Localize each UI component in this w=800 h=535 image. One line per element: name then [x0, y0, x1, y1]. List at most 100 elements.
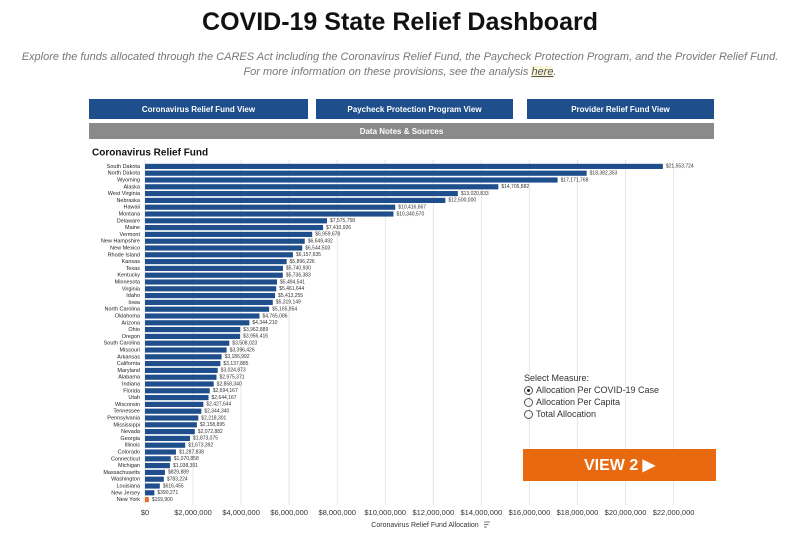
- page-title: COVID-19 State Relief Dashboard: [202, 8, 598, 36]
- measure-option[interactable]: Allocation Per Capita: [524, 397, 659, 407]
- measure-option[interactable]: Allocation Per COVID-19 Case: [524, 385, 659, 395]
- value-label: $14,705,882: [501, 184, 529, 190]
- bar: [145, 401, 204, 407]
- value-label: $5,461,644: [279, 286, 304, 292]
- bar: [145, 354, 222, 360]
- category-label: Delaware: [117, 218, 140, 224]
- bar: [145, 299, 273, 305]
- value-label: $7,575,758: [330, 218, 355, 224]
- nav-button[interactable]: Paycheck Protection Program View: [316, 99, 513, 119]
- analysis-link[interactable]: here: [531, 66, 554, 78]
- x-tick-label: $4,000,000: [222, 508, 260, 517]
- bar: [145, 483, 160, 489]
- bar: [145, 272, 283, 278]
- bar: [145, 204, 396, 210]
- value-label: $2,644,167: [212, 395, 237, 401]
- option-label: Allocation Per Capita: [536, 397, 621, 407]
- value-label: $5,740,930: [286, 266, 311, 272]
- category-label: Ohio: [128, 327, 140, 333]
- category-label: Arizona: [121, 320, 141, 326]
- category-label: Nebraska: [116, 198, 140, 204]
- value-label: $3,508,023: [232, 341, 257, 347]
- value-label: $10,340,570: [396, 211, 424, 217]
- x-tick-label: $18,000,000: [557, 508, 599, 517]
- value-label: $5,494,541: [280, 279, 305, 285]
- bar: [145, 259, 287, 265]
- bar: [145, 333, 241, 339]
- bar: [145, 293, 276, 299]
- view-button[interactable]: VIEW 2 ▶: [523, 449, 716, 481]
- category-label: Oklahoma: [115, 313, 141, 319]
- category-label: Michigan: [118, 463, 140, 469]
- category-label: Minnesota: [115, 279, 141, 285]
- bar: [145, 456, 171, 462]
- bar: [145, 422, 197, 428]
- category-label: Washington: [111, 477, 140, 483]
- bar: [145, 286, 277, 292]
- value-label: $390,271: [157, 490, 178, 496]
- value-label: $159,900: [152, 497, 173, 503]
- x-tick-label: $0: [141, 508, 149, 517]
- category-label: Vermont: [120, 232, 141, 238]
- value-label: $5,413,255: [278, 293, 303, 299]
- value-label: $5,736,383: [286, 273, 311, 279]
- category-label: South Dakota: [107, 164, 141, 170]
- category-label: Idaho: [126, 293, 140, 299]
- notes-button[interactable]: Data Notes & Sources: [89, 123, 714, 139]
- value-label: $3,962,889: [243, 327, 268, 333]
- bar: [145, 395, 209, 401]
- value-label: $2,858,340: [217, 381, 242, 387]
- category-label: Kentucky: [117, 273, 140, 279]
- sort-icon[interactable]: [484, 521, 490, 528]
- category-label: New Mexico: [110, 245, 140, 251]
- bar: [145, 476, 164, 482]
- bar: [145, 177, 558, 183]
- bar: [145, 327, 241, 333]
- measure-options: Allocation Per COVID-19 Case Allocation P…: [524, 385, 659, 419]
- value-label: $2,694,167: [213, 388, 238, 394]
- category-label: Maryland: [117, 368, 140, 374]
- measure-option[interactable]: Total Allocation: [524, 409, 659, 419]
- category-label: Alaska: [123, 184, 140, 190]
- subtitle-period: .: [553, 66, 557, 78]
- bar: [145, 388, 210, 394]
- radio[interactable]: [524, 385, 533, 395]
- category-label: West Virginia: [108, 191, 141, 197]
- bar: [145, 252, 293, 258]
- category-label: Oregon: [122, 334, 140, 340]
- x-tick-label: $10,000,000: [364, 508, 406, 517]
- value-label: $4,344,210: [252, 320, 277, 326]
- value-label: $17,171,768: [561, 177, 589, 183]
- category-label: North Carolina: [105, 307, 141, 313]
- nav-button[interactable]: Coronavirus Relief Fund View: [89, 99, 308, 119]
- value-label: $4,765,086: [262, 313, 287, 319]
- bar: [145, 435, 191, 441]
- bar: [145, 306, 270, 312]
- bar: [145, 361, 221, 367]
- option-label: Total Allocation: [536, 409, 597, 419]
- radio[interactable]: [524, 409, 533, 419]
- value-label: $7,410,926: [326, 225, 351, 231]
- category-label: Rhode Island: [108, 252, 140, 258]
- value-label: $3,137,885: [223, 361, 248, 367]
- radio[interactable]: [524, 397, 533, 407]
- value-label: $6,649,492: [308, 239, 333, 245]
- x-tick-label: $14,000,000: [461, 508, 503, 517]
- value-label: $2,218,301: [201, 415, 226, 421]
- value-label: $10,416,667: [398, 205, 426, 211]
- nav-button[interactable]: Provider Relief Fund View: [527, 99, 714, 119]
- category-label: Alabama: [118, 375, 141, 381]
- category-label: Illinois: [125, 443, 141, 449]
- value-label: $783,224: [167, 477, 188, 483]
- bar: [145, 238, 305, 244]
- bar: [145, 320, 250, 326]
- value-label: $2,975,371: [219, 375, 244, 381]
- subtitle-text: Explore the funds allocated through the …: [21, 51, 779, 78]
- category-label: Colorado: [118, 449, 140, 455]
- category-label: Massachusetts: [103, 470, 140, 476]
- value-label: $616,455: [163, 483, 184, 489]
- category-label: Connecticut: [111, 456, 141, 462]
- value-label: $829,889: [168, 470, 189, 476]
- x-tick-label: $2,000,000: [174, 508, 212, 517]
